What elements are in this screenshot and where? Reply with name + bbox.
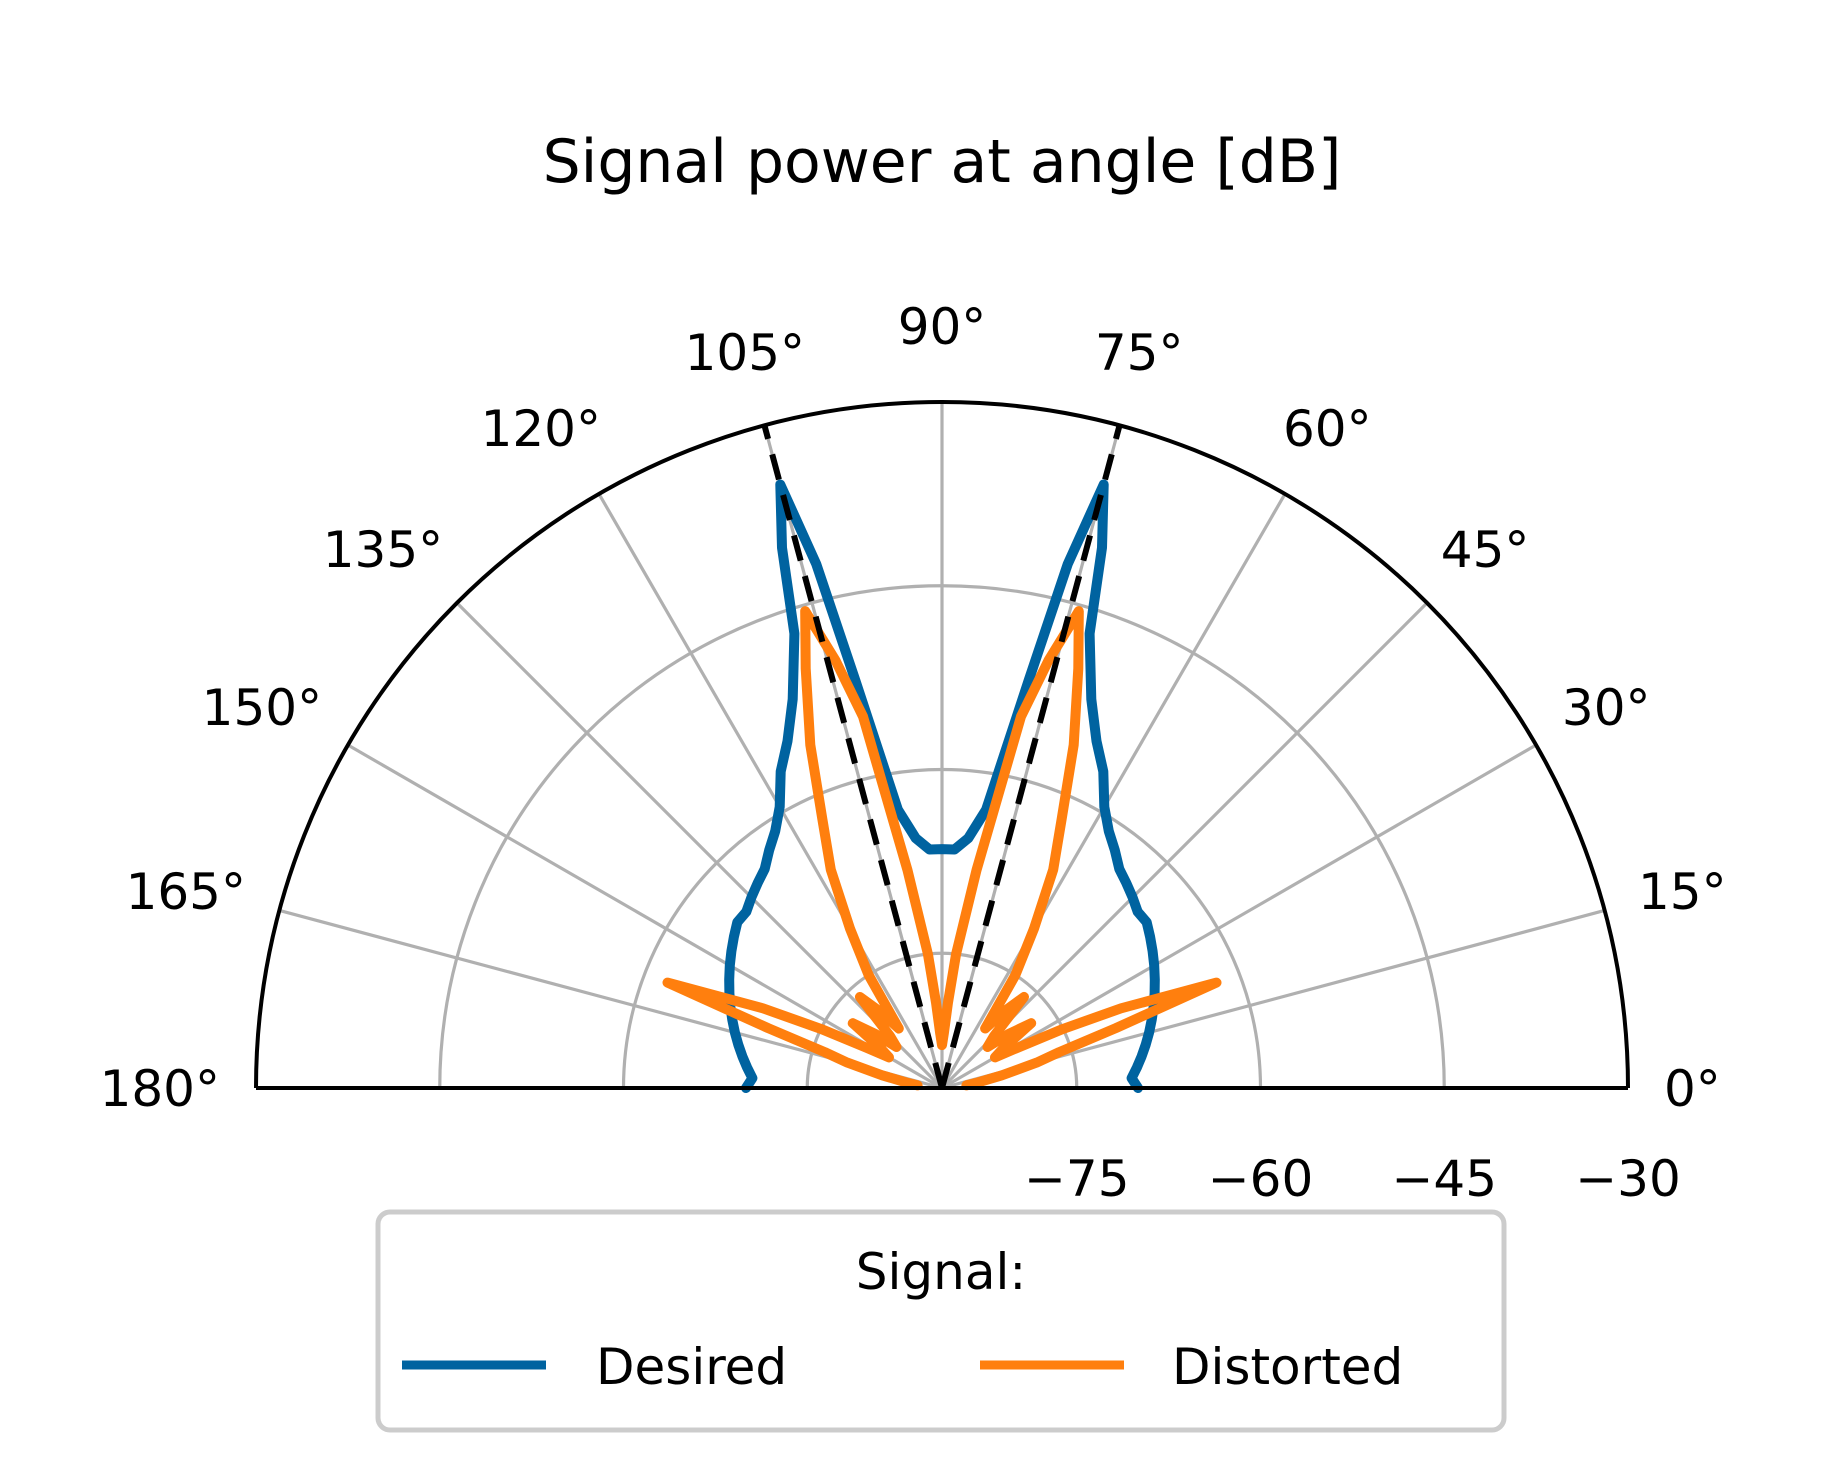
series-line-distorted: [662, 606, 1222, 1091]
theta-tick-0: 0°: [1664, 1060, 1721, 1118]
theta-tick-90: 90°: [898, 298, 987, 356]
polar-frame: [254, 400, 1630, 1090]
theta-tick-165: 165°: [126, 863, 246, 921]
theta-tick-labels: 0° 15° 30° 45° 60° 75° 90° 105° 120° 135° 150° 165°…: [100, 298, 1727, 1118]
theta-tick-15: 15°: [1638, 863, 1727, 921]
legend: Signal: Desired Distorted: [375, 1209, 1507, 1433]
theta-tick-75: 75°: [1095, 324, 1184, 382]
grid-spoke-30: [941, 743, 1537, 1090]
theta-tick-180: 180°: [100, 1060, 220, 1118]
grid-spoke-60: [940, 493, 1287, 1089]
r-tick-labels: −75 −60 −45 −30: [1024, 1150, 1681, 1208]
grid-ring-2: [438, 584, 1446, 1089]
series-line-desired: [724, 479, 1160, 1093]
legend-label-distorted: Distorted: [1172, 1338, 1403, 1396]
polar-grid: [254, 400, 1630, 1090]
r-tick-0: −75: [1024, 1150, 1130, 1208]
reference-lines: [761, 424, 1123, 1089]
grid-ring-1: [621, 767, 1263, 1089]
legend-box: [375, 1209, 1507, 1433]
grid-spoke-120: [597, 493, 944, 1089]
theta-tick-45: 45°: [1441, 521, 1530, 579]
reference-line-75: [939, 424, 1123, 1089]
chart-title: Signal power at angle [dB]: [543, 127, 1342, 197]
legend-label-desired: Desired: [596, 1338, 787, 1396]
legend-title: Signal:: [856, 1243, 1026, 1301]
theta-tick-135: 135°: [323, 521, 443, 579]
grid-spoke-135: [455, 601, 944, 1090]
theta-tick-30: 30°: [1562, 679, 1651, 737]
series-layer: [662, 479, 1222, 1093]
r-tick-2: −45: [1392, 1150, 1498, 1208]
outer-arc: [254, 400, 1630, 1089]
theta-tick-120: 120°: [481, 400, 601, 458]
r-tick-3: −30: [1575, 1150, 1681, 1208]
grid-spoke-45: [940, 601, 1429, 1090]
theta-tick-60: 60°: [1283, 400, 1372, 458]
r-tick-1: −60: [1208, 1150, 1314, 1208]
grid-spoke-150: [347, 743, 943, 1090]
theta-tick-150: 150°: [202, 679, 322, 737]
theta-tick-105: 105°: [685, 324, 805, 382]
reference-line-105: [761, 424, 945, 1089]
